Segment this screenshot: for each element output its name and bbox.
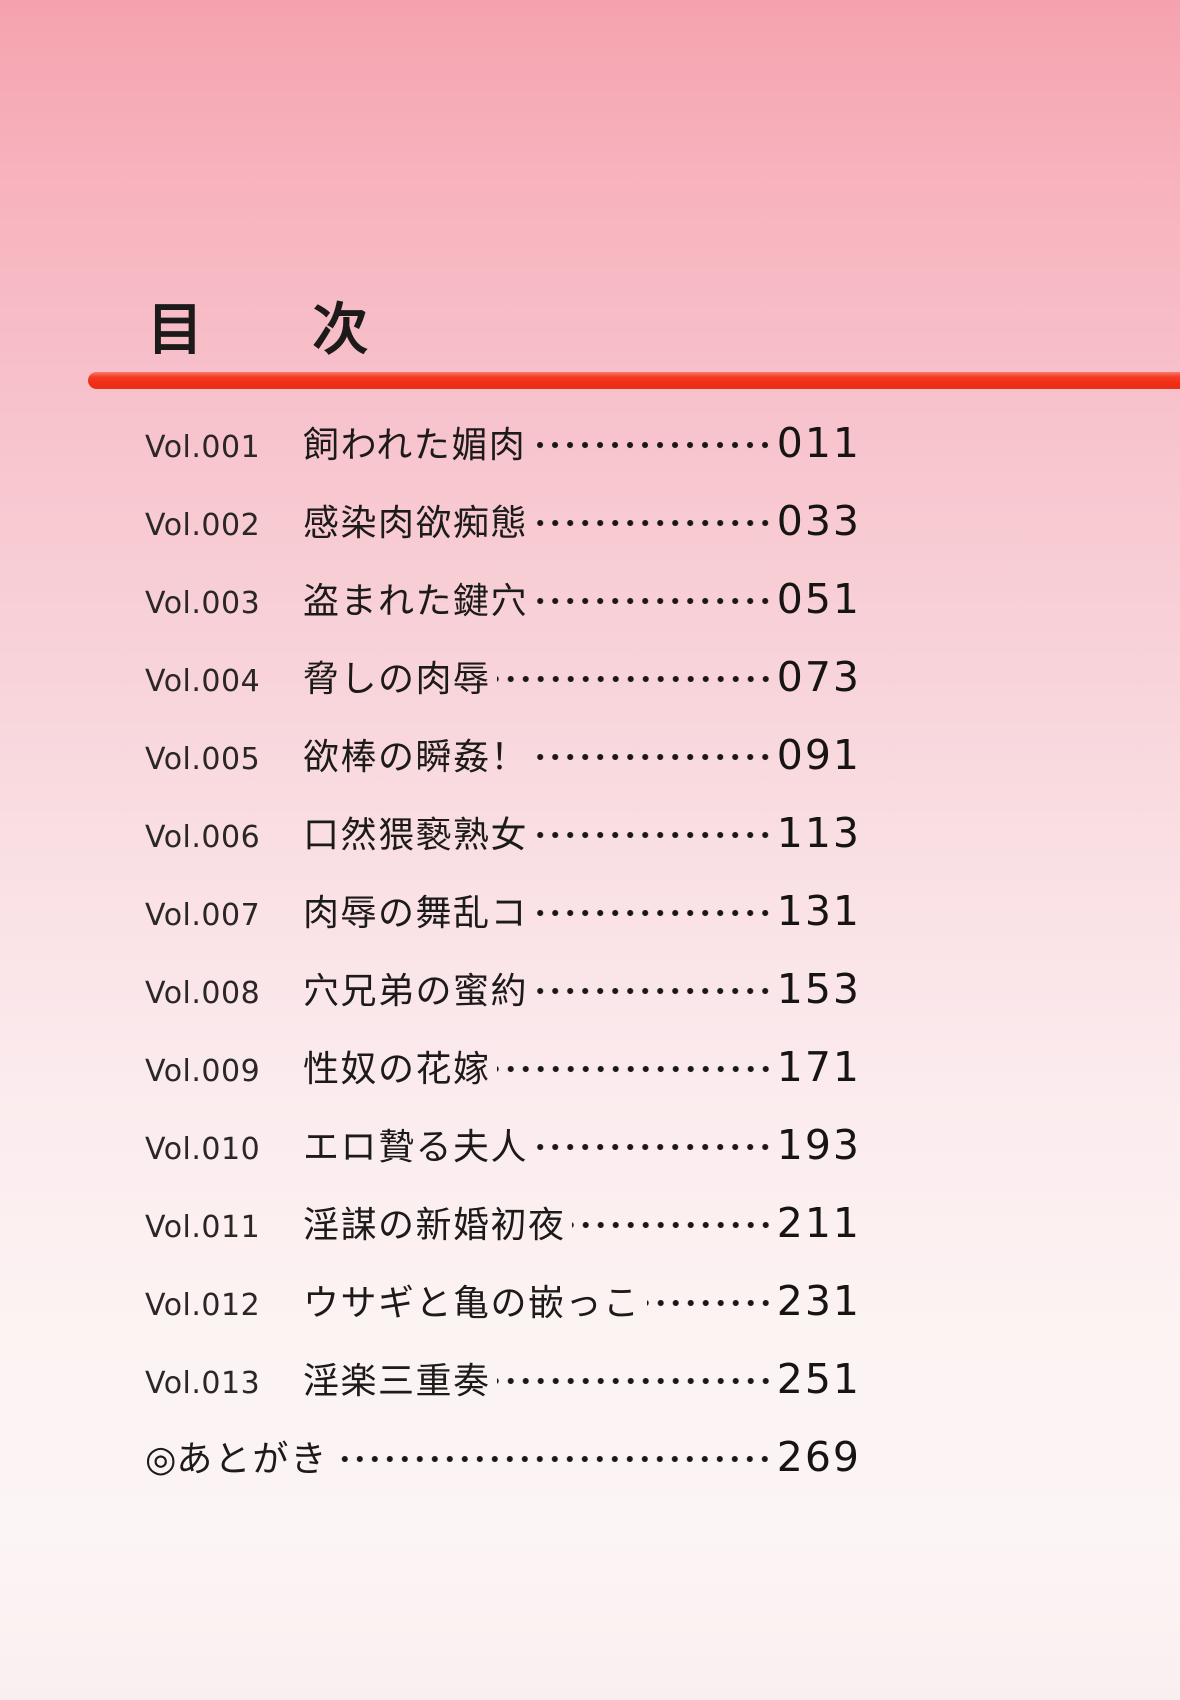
page-number: 171 [776,1043,861,1091]
volume-label: Vol.005 [145,742,261,777]
dot-leader [532,433,773,457]
chapter-title: 口然猥褻熟女 [303,815,529,856]
page-number: 231 [776,1277,861,1325]
title-underline-rule [88,372,1180,389]
chapter-title: 脅しの肉辱 [303,659,491,700]
chapter-title: 淫楽三重奏 [303,1361,491,1402]
volume-label: Vol.006 [145,820,261,855]
page-number: 073 [776,653,861,701]
afterword-row: ◎ あとがき 269 [145,1430,861,1508]
page-title: 目次 [147,298,478,363]
toc-row: Vol.007 肉辱の舞乱コ 131 [145,884,861,962]
page-number: 211 [776,1199,861,1247]
dot-leader [534,511,773,535]
dot-leader [496,667,773,691]
dot-leader [496,1369,773,1393]
volume-label: Vol.002 [145,508,261,543]
toc-row: Vol.003 盗まれた鍵穴 051 [145,572,861,650]
volume-label: Vol.007 [145,898,261,933]
dot-leader [534,1135,773,1159]
toc-row: Vol.006 口然猥褻熟女 113 [145,806,861,884]
dot-leader [571,1213,773,1237]
chapter-title: 盗まれた鍵穴 [303,581,529,622]
chapter-title: 飼われた媚肉 [303,425,527,466]
toc-row: Vol.005 欲棒の瞬姦！ 091 [145,728,861,806]
page-number: 091 [776,731,861,779]
chapter-title: 淫謀の新婚初夜 [303,1205,566,1246]
toc-row: Vol.009 性奴の花嫁 171 [145,1040,861,1118]
volume-label: Vol.003 [145,586,261,621]
toc-row: Vol.001 飼われた媚肉 011 [145,416,861,494]
chapter-title: 穴兄弟の蜜約 [303,971,529,1012]
page-number: 011 [776,419,861,467]
toc-row: Vol.013 淫楽三重奏 251 [145,1352,861,1430]
volume-label: Vol.001 [145,430,261,465]
chapter-title: ウサギと亀の嵌っこ [303,1283,641,1324]
afterword-title: あとがき [176,1439,329,1480]
page-number: 153 [776,965,861,1013]
dot-leader [496,1057,773,1081]
afterword-marker-icon: ◎ [145,1439,177,1480]
toc-row: Vol.010 エロ贄る夫人 193 [145,1118,861,1196]
toc-list: Vol.001 飼われた媚肉 011 Vol.002 感染肉欲痴態 033 Vo… [145,416,861,1508]
volume-label: Vol.013 [145,1366,261,1401]
chapter-title: 肉辱の舞乱コ [303,893,529,934]
dot-leader [646,1291,773,1315]
chapter-title: 欲棒の瞬姦！ [303,737,529,778]
volume-label: Vol.009 [145,1054,261,1089]
toc-row: Vol.002 感染肉欲痴態 033 [145,494,861,572]
toc-row: Vol.011 淫謀の新婚初夜 211 [145,1196,861,1274]
volume-label: Vol.010 [145,1132,261,1167]
page-number: 113 [776,809,861,857]
page-number: 051 [776,575,861,623]
volume-label: Vol.011 [145,1210,261,1245]
toc-row: Vol.008 穴兄弟の蜜約 153 [145,962,861,1040]
dot-leader [534,823,773,847]
dot-leader [534,901,773,925]
dot-leader [534,979,773,1003]
volume-label: Vol.012 [145,1288,261,1323]
chapter-title: 感染肉欲痴態 [303,503,529,544]
chapter-title: 性奴の花嫁 [303,1049,491,1090]
toc-row: Vol.004 脅しの肉辱 073 [145,650,861,728]
dot-leader [334,1447,773,1471]
page-number: 251 [776,1355,861,1403]
dot-leader [534,745,773,769]
page-number: 131 [776,887,861,935]
page-number: 193 [776,1121,861,1169]
dot-leader [534,589,773,613]
chapter-title: エロ贄る夫人 [303,1127,529,1168]
page-number: 033 [776,497,861,545]
toc-row: Vol.012 ウサギと亀の嵌っこ 231 [145,1274,861,1352]
volume-label: Vol.008 [145,976,261,1011]
volume-label: Vol.004 [145,664,261,699]
page-number: 269 [776,1433,861,1481]
